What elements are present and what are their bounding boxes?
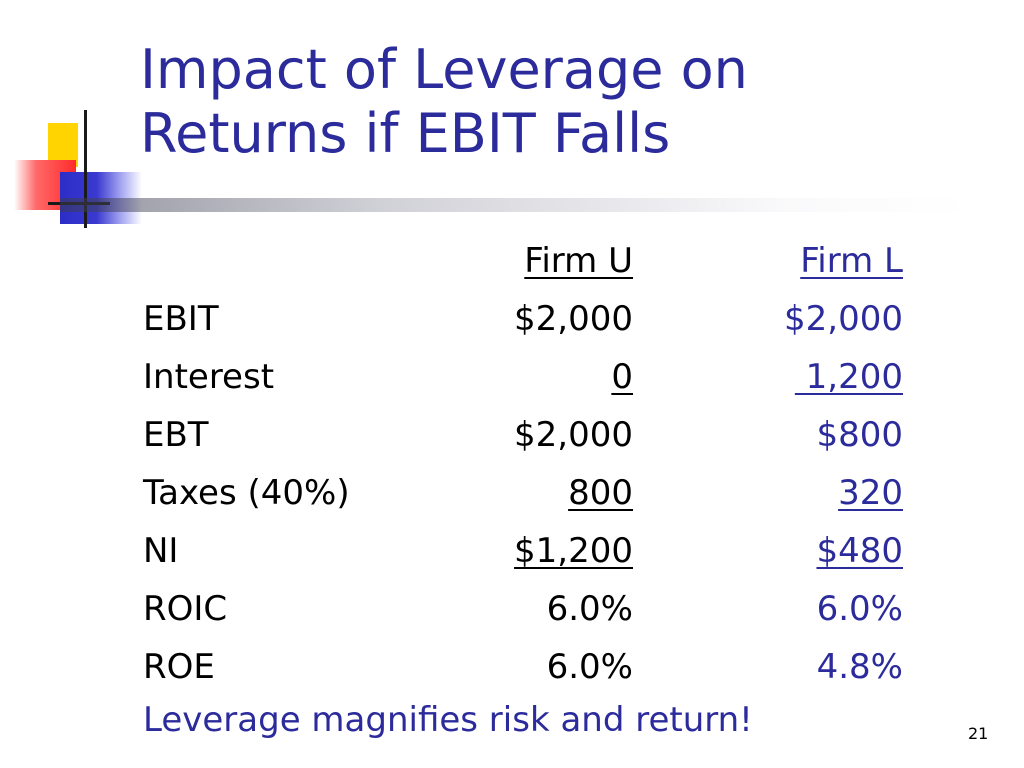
table-row: NI $1,200 $480: [143, 522, 903, 580]
firm-l-value-text: $480: [816, 531, 903, 571]
row-label: Taxes (40%): [143, 473, 350, 513]
header-firm-l: Firm L: [633, 232, 903, 290]
firm-u-value-text: 800: [568, 473, 633, 513]
row-label: EBT: [143, 415, 209, 455]
firm-u-value: $2,000: [514, 415, 633, 455]
firm-l-value: 320: [633, 464, 903, 522]
table-row: EBT $2,000 $800: [143, 406, 903, 464]
header-firm-u: Firm U: [393, 232, 633, 290]
firm-l-value-text: 320: [838, 473, 903, 513]
row-label: Interest: [143, 357, 275, 397]
page-number: 21: [968, 724, 989, 743]
firm-u-value-text: 0: [611, 357, 633, 397]
header-firm-l-text: Firm L: [800, 241, 903, 281]
slide-title-line-1: Impact of Leverage on: [140, 38, 748, 101]
yellow-square: [48, 123, 78, 167]
firm-l-value: 4.8%: [816, 647, 903, 687]
firm-u-value: 6.0%: [546, 589, 633, 629]
footer-note: Leverage magnifies risk and return!: [143, 700, 753, 740]
row-label: NI: [143, 531, 179, 571]
table-row: ROIC 6.0% 6.0%: [143, 580, 903, 638]
title-rule: [60, 198, 970, 212]
firm-l-value: 6.0%: [816, 589, 903, 629]
firm-u-value: $1,200: [393, 522, 633, 580]
firm-l-value: 1,200: [633, 348, 903, 406]
firm-l-value: $2,000: [784, 299, 903, 339]
table-row: ROE 6.0% 4.8%: [143, 638, 903, 696]
firm-l-value-text: 1,200: [794, 357, 903, 397]
firm-u-value: 6.0%: [546, 647, 633, 687]
table-row: Taxes (40%) 800 320: [143, 464, 903, 522]
header-firm-u-text: Firm U: [524, 241, 633, 281]
firm-l-value: $800: [816, 415, 903, 455]
firm-l-value: $480: [633, 522, 903, 580]
table-row: Interest 0 1,200: [143, 348, 903, 406]
header-label: [143, 232, 393, 290]
firm-u-value: 0: [393, 348, 633, 406]
table-header-row: Firm U Firm L: [143, 232, 903, 290]
slide-title-line-2: Returns if EBIT Falls: [140, 102, 671, 165]
row-label: ROIC: [143, 589, 228, 629]
firm-u-value: 800: [393, 464, 633, 522]
row-label: ROE: [143, 647, 215, 687]
logo-vertical-line: [84, 110, 87, 228]
table-row: EBIT $2,000 $2,000: [143, 290, 903, 348]
row-label: EBIT: [143, 299, 219, 339]
financial-table: Firm U Firm L EBIT $2,000 $2,000 Interes…: [143, 232, 903, 696]
firm-u-value-text: $1,200: [514, 531, 633, 571]
slide-title: Impact of Leverage on Returns if EBIT Fa…: [140, 38, 1000, 166]
firm-u-value: $2,000: [514, 299, 633, 339]
